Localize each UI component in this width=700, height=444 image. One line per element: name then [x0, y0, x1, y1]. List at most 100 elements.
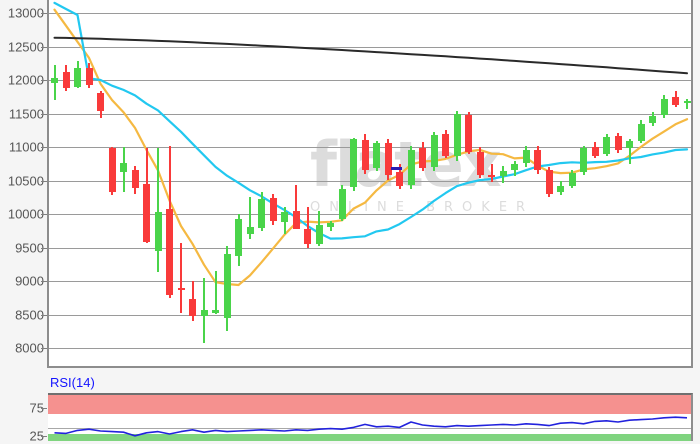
candle-body: [361, 140, 369, 170]
price-chart-panel[interactable]: flatex ONLINE BROKER: [48, 0, 693, 368]
rsi-tick-label: 25: [29, 428, 44, 444]
candle-body: [246, 227, 254, 235]
candlestick: [315, 0, 323, 366]
candle-body: [465, 114, 472, 152]
gridline: [48, 314, 691, 316]
candlestick: [465, 0, 472, 366]
candle-body: [476, 152, 484, 176]
candlestick: [108, 0, 116, 366]
candlestick: [637, 0, 645, 366]
candlestick: [246, 0, 254, 366]
candlestick: [534, 0, 541, 366]
candle-body: [580, 148, 587, 173]
candlestick: [85, 0, 93, 366]
candle-body: [315, 225, 323, 245]
candle-body: [131, 169, 139, 188]
candlestick: [361, 0, 369, 366]
candlestick: [396, 0, 403, 366]
gridline: [48, 113, 691, 115]
price-tick-label: 12000: [7, 72, 44, 88]
price-level-marker: [391, 167, 402, 170]
price-tick-label: 13000: [7, 5, 44, 21]
candlestick: [384, 0, 392, 366]
candle-body: [281, 211, 288, 223]
candle-body: [637, 123, 645, 141]
price-tick-label: 9500: [15, 240, 44, 255]
price-tick-label: 10500: [7, 173, 44, 188]
candle-body: [591, 147, 599, 156]
candle-wick: [249, 196, 251, 240]
candlestick: [476, 0, 484, 366]
candle-body: [453, 114, 461, 157]
candlestick: [166, 0, 173, 366]
price-tick-label: 9000: [15, 273, 44, 289]
candlestick: [580, 0, 587, 366]
candlestick: [269, 0, 277, 366]
candle-body: [166, 209, 173, 296]
candle-body: [338, 188, 346, 219]
candlestick: [281, 0, 288, 366]
candle-body: [626, 140, 633, 149]
candlestick: [649, 0, 656, 366]
price-tick-label: 8000: [15, 340, 44, 356]
candlestick: [177, 0, 185, 366]
candlestick: [557, 0, 564, 366]
candle-body: [235, 219, 242, 256]
candlestick: [154, 0, 162, 366]
gridline: [48, 180, 691, 182]
rsi-tick-mark: [41, 436, 47, 437]
candle-body: [511, 164, 518, 170]
candle-body: [292, 211, 300, 229]
candle-body: [269, 197, 277, 221]
price-tick-label: 8500: [15, 307, 44, 322]
candle-body: [108, 147, 116, 192]
candle-wick: [157, 148, 159, 273]
rsi-panel[interactable]: [48, 393, 693, 441]
candlestick: [614, 0, 622, 366]
candle-body: [557, 185, 564, 192]
candlestick: [683, 0, 691, 366]
candle-body: [568, 173, 576, 186]
price-tick-label: 10000: [7, 206, 44, 222]
candlestick: [200, 0, 208, 366]
candlestick: [568, 0, 576, 366]
candle-body: [660, 98, 668, 115]
candle-wick: [306, 207, 309, 249]
candle-body: [143, 183, 150, 243]
candle-body: [603, 136, 610, 155]
candlestick: [120, 0, 127, 366]
candle-body: [200, 309, 208, 316]
candle-body: [522, 150, 530, 164]
candle-body: [373, 142, 380, 169]
candle-body: [488, 175, 495, 178]
candle-body: [350, 138, 357, 188]
candlestick: [212, 0, 219, 366]
candle-body: [407, 149, 415, 186]
gridline: [48, 46, 691, 48]
candlestick: [442, 0, 449, 366]
candlestick: [419, 0, 426, 366]
candle-body: [545, 169, 553, 194]
rsi-indicator-label[interactable]: RSI(14): [50, 375, 95, 390]
candle-body: [419, 148, 426, 168]
candle-body: [177, 287, 185, 290]
candlestick: [258, 0, 265, 366]
gridline: [48, 80, 691, 81]
rsi-oversold-band: [48, 434, 691, 441]
candle-wick: [180, 243, 182, 314]
gridline: [48, 214, 691, 215]
gridline: [48, 247, 691, 249]
candle-body: [430, 134, 438, 168]
candle-body: [51, 77, 58, 84]
candlestick: [545, 0, 553, 366]
candlestick: [143, 0, 150, 366]
candlestick: [327, 0, 334, 366]
rsi-line: [54, 416, 688, 437]
candle-wick: [686, 98, 688, 110]
candlestick: [189, 0, 196, 366]
candlestick: [292, 0, 300, 366]
candle-body: [223, 254, 231, 318]
candle-body: [327, 222, 334, 228]
gridline: [48, 281, 691, 282]
